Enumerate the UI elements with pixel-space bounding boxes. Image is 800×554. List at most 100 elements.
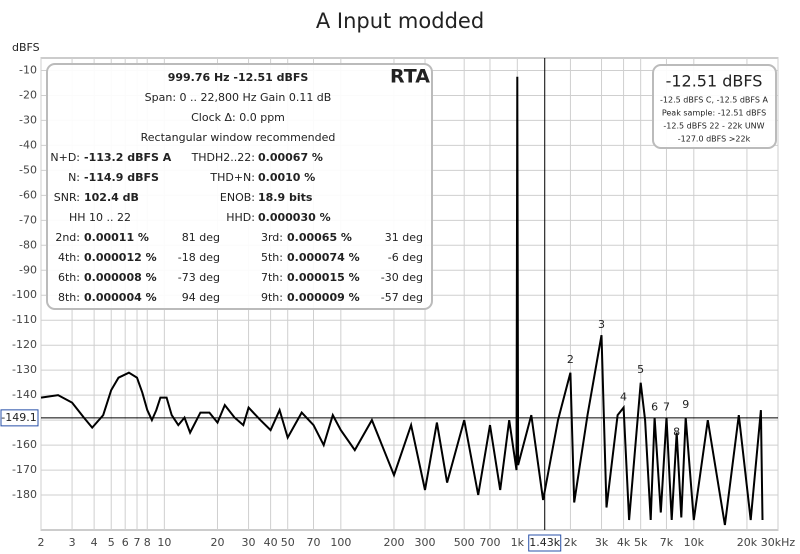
harmonic-label: 4 [620,391,627,404]
x-tick-label: 8 [144,536,151,549]
x-tick-label: 30kHz [761,536,796,549]
x-tick-label: 500 [454,536,475,549]
harmonic-phase: 94 deg [182,291,220,304]
cursor-x-box [528,534,562,552]
x-tick-label: 3k [595,536,609,549]
y-tick-label: -60 [19,188,37,201]
info-value: 0.0010 % [258,171,315,184]
info-header: Clock Δ: 0.0 ppm [191,111,285,124]
y-tick-label: -10 [19,63,37,76]
x-tick-label: 700 [479,536,500,549]
level-detail: -127.0 dBFS >22k [678,135,751,144]
x-tick-label: 5k [634,536,648,549]
harmonic-label: 5 [637,363,644,376]
info-label: THDH2..22: [191,151,255,164]
x-tick-label: 70 [306,536,320,549]
harmonic-label: 8 [673,426,680,439]
harmonic-name: 4th: [58,251,80,264]
harmonic-value: 0.000008 % [84,271,157,284]
info-label: ENOB: [220,191,255,204]
x-tick-label: 3 [69,536,76,549]
y-tick-label: -160 [12,438,37,451]
y-tick-label: -120 [12,338,37,351]
x-tick-label: 6 [122,536,129,549]
info-value: -113.2 dBFS A [84,151,172,164]
x-tick-label: 300 [415,536,436,549]
cursor-y-label: -149.1 [1,411,36,424]
y-axis-label: dBFS [12,41,40,54]
harmonic-label: 7 [663,401,670,414]
harmonic-name: 9th: [261,291,283,304]
x-tick-label: 2k [564,536,578,549]
x-tick-label: 10k [684,536,705,549]
x-tick-label: 4k [617,536,631,549]
info-label: HHD: [226,211,255,224]
x-tick-label: 20k [737,536,758,549]
y-tick-label: -90 [19,263,37,276]
x-tick-label: 20 [210,536,224,549]
harmonic-name: 6th: [58,271,80,284]
y-tick-label: -20 [19,88,37,101]
harmonic-value: 0.000012 % [84,251,157,264]
y-tick-label: -40 [19,138,37,151]
info-box [46,63,433,310]
info-value: 102.4 dB [84,191,139,204]
x-tick-label: 10 [157,536,171,549]
level-detail: -12.5 dBFS 22 - 22k UNW [663,122,764,131]
x-tick-label: 40 [264,536,278,549]
level-detail: Peak sample: -12.51 dBFS [662,109,766,118]
harmonic-phase: 31 deg [385,231,423,244]
harmonic-label: 2 [567,353,574,366]
y-tick-label: -50 [19,163,37,176]
x-tick-label: 1k [511,536,525,549]
x-tick-label: 7k [660,536,674,549]
x-tick-label: 7 [134,536,141,549]
info-value: 0.00067 % [258,151,323,164]
y-tick-label: -70 [19,213,37,226]
cursor-y-box [0,409,39,427]
rta-label: RTA [390,66,430,88]
cursor-x-label: 1.43k [529,536,560,549]
harmonic-phase: -18 deg [178,251,220,264]
x-tick-label: 5 [108,536,115,549]
harmonic-value: 0.000074 % [287,251,360,264]
harmonic-value: 0.00065 % [287,231,352,244]
info-label: HH 10 .. 22 [69,211,131,224]
info-label: N: [68,171,80,184]
x-tick-label: 4 [91,536,98,549]
x-tick-label: 200 [383,536,404,549]
y-tick-label: -110 [12,313,37,326]
harmonic-label: 6 [651,401,658,414]
level-box [652,64,777,149]
level-value: -12.51 dBFS [666,72,763,91]
harmonic-phase: 81 deg [182,231,220,244]
info-header: Span: 0 .. 22,800 Hz Gain 0.11 dB [145,91,332,104]
x-tick-label: 30 [242,536,256,549]
harmonic-value: 0.00011 % [84,231,149,244]
info-label: SNR: [54,191,80,204]
y-tick-label: -80 [19,238,37,251]
y-tick-label: -170 [12,463,37,476]
harmonic-name: 7th: [261,271,283,284]
info-value: 18.9 bits [258,191,313,204]
harmonic-label: 9 [682,398,689,411]
harmonic-name: 8th: [58,291,80,304]
x-tick-label: 2 [38,536,45,549]
harmonic-name: 3rd: [261,231,283,244]
y-tick-label: -140 [12,388,37,401]
harmonic-phase: -6 deg [388,251,423,264]
harmonic-phase: -73 deg [178,271,220,284]
info-label: THD+N: [209,171,255,184]
info-value: 0.000030 % [258,211,331,224]
harmonic-name: 2nd: [55,231,80,244]
y-tick-label: -30 [19,113,37,126]
harmonic-name: 5th: [261,251,283,264]
level-detail: -12.5 dBFS C, -12.5 dBFS A [660,96,768,105]
x-tick-label: 100 [330,536,351,549]
y-tick-label: -100 [12,288,37,301]
harmonic-value: 0.000015 % [287,271,360,284]
chart-title: A Input modded [316,9,484,33]
harmonic-value: 0.000009 % [287,291,360,304]
